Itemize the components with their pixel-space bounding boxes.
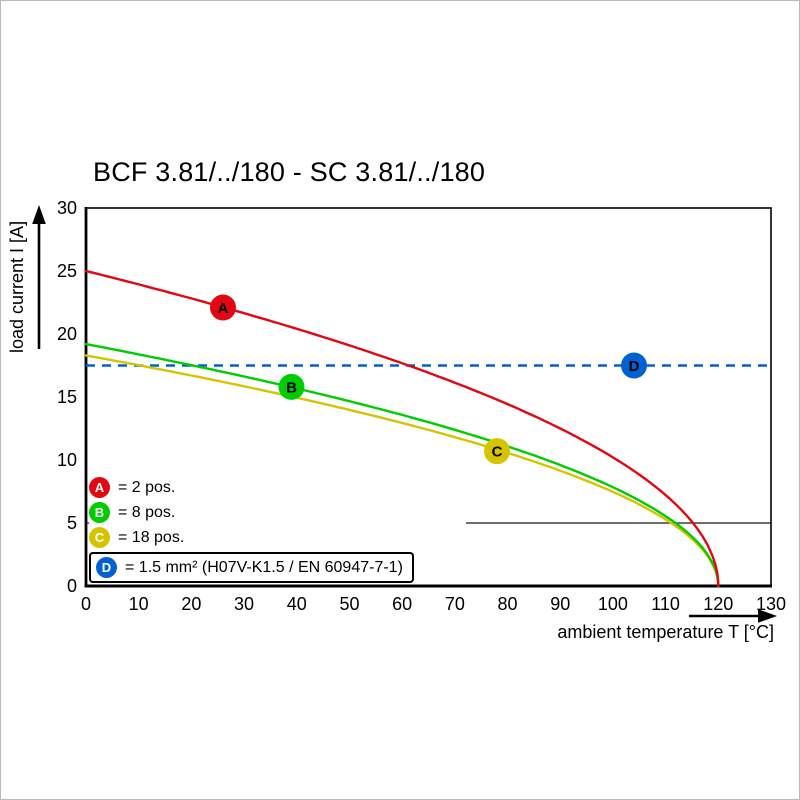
x-tick-label: 0 bbox=[81, 594, 91, 614]
curve-A bbox=[84, 269, 720, 588]
x-tick-label: 10 bbox=[129, 594, 149, 614]
y-tick-label: 15 bbox=[57, 387, 77, 407]
x-tick-label: 50 bbox=[339, 594, 359, 614]
x-tick-label: 100 bbox=[598, 594, 628, 614]
marker-letter-A: A bbox=[218, 300, 229, 317]
y-tick-label: 30 bbox=[57, 198, 77, 218]
legend-label-B: = 8 pos. bbox=[118, 504, 176, 521]
legend-item-A: A = 2 pos. bbox=[89, 475, 466, 500]
x-tick-label: 70 bbox=[445, 594, 465, 614]
marker-D bbox=[621, 352, 647, 379]
x-tick-label: 20 bbox=[181, 594, 201, 614]
legend-marker-A: A bbox=[89, 477, 110, 498]
x-tick-label: 80 bbox=[498, 594, 518, 614]
y-axis-arrowhead bbox=[32, 205, 46, 224]
legend-label-A: = 2 pos. bbox=[118, 479, 176, 496]
legend-marker-B: B bbox=[89, 502, 110, 523]
x-tick-label: 120 bbox=[703, 594, 733, 614]
x-tick-label: 130 bbox=[756, 594, 786, 614]
legend-item-D: D = 1.5 mm² (H07V-K1.5 / EN 60947-7-1) bbox=[89, 552, 414, 583]
y-tick-label: 25 bbox=[57, 261, 77, 281]
x-tick-label: 60 bbox=[392, 594, 412, 614]
chart-title: BCF 3.81/../180 - SC 3.81/../180 bbox=[93, 157, 486, 187]
legend-marker-C: C bbox=[89, 527, 110, 548]
legend-marker-D: D bbox=[96, 557, 117, 578]
x-tick-label: 110 bbox=[651, 594, 680, 614]
x-tick-label: 40 bbox=[287, 594, 307, 614]
marker-letter-B: B bbox=[286, 379, 297, 396]
curve-B bbox=[84, 342, 720, 588]
x-tick-label: 90 bbox=[550, 594, 570, 614]
marker-C bbox=[484, 438, 510, 465]
y-tick-label: 20 bbox=[57, 324, 77, 344]
x-axis-label: ambient temperature T [°C] bbox=[557, 622, 774, 642]
y-tick-label: 10 bbox=[57, 450, 77, 470]
x-tick-label: 30 bbox=[234, 594, 254, 614]
curve-C bbox=[84, 354, 720, 588]
y-tick-label: 0 bbox=[67, 576, 77, 596]
x-axis-arrowhead bbox=[758, 609, 777, 623]
chart-legend: A = 2 pos. B = 8 pos. C = 18 pos. D = 1.5 mm² (… bbox=[89, 475, 466, 583]
legend-item-C: C = 18 pos. bbox=[89, 525, 466, 550]
legend-label-C: = 18 pos. bbox=[118, 529, 185, 546]
marker-letter-C: C bbox=[492, 444, 503, 461]
y-tick-label: 5 bbox=[67, 513, 77, 533]
legend-item-B: B = 8 pos. bbox=[89, 500, 466, 525]
marker-A bbox=[210, 294, 236, 321]
marker-letter-D: D bbox=[629, 358, 640, 375]
legend-label-D: = 1.5 mm² (H07V-K1.5 / EN 60947-7-1) bbox=[125, 559, 403, 576]
marker-B bbox=[278, 373, 305, 400]
